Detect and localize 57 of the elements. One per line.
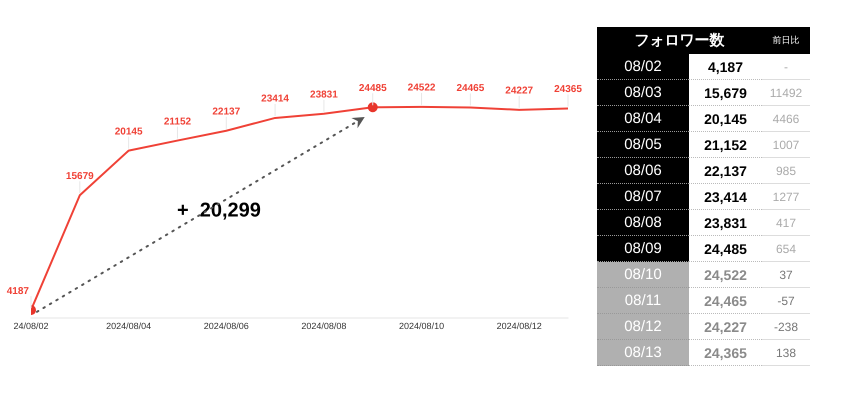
data-label: 24,365: [689, 340, 762, 366]
category-label: 08/07: [597, 184, 689, 210]
data-label: 24,465: [689, 288, 762, 314]
category-label: 08/05: [597, 132, 689, 158]
data-label: 417: [762, 210, 810, 236]
category-label: 08/10: [597, 262, 689, 288]
data-label: 24,485: [689, 236, 762, 262]
x-tick-label: 2024/08/08: [301, 321, 346, 332]
data-label: 37: [762, 262, 810, 288]
category-label: 08/13: [597, 340, 689, 366]
category-label: 08/04: [597, 106, 689, 132]
x-tick-label: 24/08/02: [13, 321, 49, 332]
data-label: -238: [762, 314, 810, 340]
category-label: 08/03: [597, 80, 689, 106]
data-label: 4187: [6, 286, 30, 297]
data-label: 21,152: [689, 132, 762, 158]
data-label: 20,145: [689, 106, 762, 132]
x-tick-label: 2024/08/04: [106, 321, 152, 332]
data-label: 985: [762, 158, 810, 184]
data-label: 4,187: [689, 54, 762, 80]
data-label: 654: [762, 236, 810, 262]
x-tick-label: 2024/08/10: [399, 321, 444, 332]
data-label: 138: [762, 340, 810, 366]
x-tick-label: 2024/08/06: [204, 321, 249, 332]
category-label: 08/11: [597, 288, 689, 314]
data-label: 22,137: [689, 158, 762, 184]
data-label: 24522: [408, 82, 436, 94]
text: フォロワー数: [597, 27, 762, 54]
category-label: 08/12: [597, 314, 689, 340]
data-label: 4466: [762, 106, 810, 132]
x-tick-label: 2024/08/12: [496, 321, 542, 332]
data-label: 1277: [762, 184, 810, 210]
data-label: 22137: [212, 106, 241, 118]
data-label: 21152: [164, 116, 192, 128]
data-label: 24465: [456, 83, 485, 94]
data-label: 23414: [261, 94, 290, 105]
category-label: 08/06: [597, 158, 689, 184]
data-label: 20145: [114, 126, 143, 138]
data-label: 23,831: [689, 210, 762, 236]
data-label: 23831: [310, 90, 338, 101]
data-label: 24485: [358, 83, 388, 94]
data-label: -57: [762, 288, 810, 314]
data-label: 24227: [505, 86, 534, 97]
category-label: 08/08: [597, 210, 689, 236]
data-label: 15679: [66, 171, 94, 182]
category-label: 08/02: [597, 54, 689, 80]
data-label: 23,414: [689, 184, 762, 210]
data-label: 1007: [762, 132, 810, 158]
data-label: 24,522: [689, 262, 762, 288]
data-label: 11492: [762, 80, 810, 106]
annotation: + 20,299: [176, 199, 261, 222]
data-label: -: [762, 54, 810, 80]
category-label: 08/09: [597, 236, 689, 262]
data-label: 24,227: [689, 314, 762, 340]
data-label: 15,679: [689, 80, 762, 106]
data-label: 24365: [554, 84, 582, 96]
text: 前日比: [762, 27, 810, 54]
